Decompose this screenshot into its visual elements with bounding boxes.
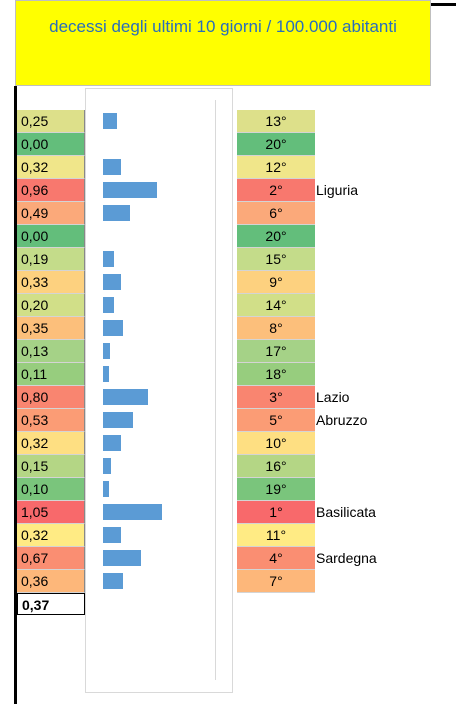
rank-cell: 14° [237, 294, 315, 317]
value-cell: 0,35 [17, 317, 85, 340]
region-label: Basilicata [316, 504, 376, 520]
data-bar [103, 389, 148, 405]
data-bar [103, 550, 141, 566]
rank-cell: 6° [237, 202, 315, 225]
rank-cell: 18° [237, 363, 315, 386]
value-cell: 0,53 [17, 409, 85, 432]
data-bar [103, 458, 112, 474]
data-bar [103, 159, 121, 175]
data-bar [103, 343, 111, 359]
value-cell: 0,49 [17, 202, 85, 225]
region-label: Abruzzo [316, 412, 368, 428]
value-cell: 0,33 [17, 271, 85, 294]
rank-cell: 15° [237, 248, 315, 271]
rank-cell: 20° [237, 133, 315, 156]
data-bar [103, 182, 157, 198]
data-bar [103, 113, 117, 129]
value-cell: 0,10 [17, 478, 85, 501]
data-bar [103, 504, 162, 520]
value-cell: 0,80 [17, 386, 85, 409]
border-line [14, 86, 17, 704]
data-bar [103, 205, 131, 221]
value-cell: 0,25 [17, 110, 85, 133]
data-bar [103, 481, 109, 497]
rank-cell: 20° [237, 225, 315, 248]
data-bar [103, 366, 110, 382]
value-cell: 0,11 [17, 363, 85, 386]
axis-line [215, 100, 216, 680]
value-cell: 0,15 [17, 455, 85, 478]
rank-cell: 2° [237, 179, 315, 202]
rank-cell: 10° [237, 432, 315, 455]
rank-cell: 19° [237, 478, 315, 501]
rank-cell: 13° [237, 110, 315, 133]
value-cell: 0,36 [17, 570, 85, 593]
data-bar [103, 527, 121, 543]
title: decessi degli ultimi 10 giorni / 100.000… [15, 0, 431, 86]
total-cell: 0,37 [17, 593, 85, 615]
rank-cell: 16° [237, 455, 315, 478]
data-bar [103, 435, 121, 451]
value-cell: 0,00 [17, 225, 85, 248]
value-cell: 1,05 [17, 501, 85, 524]
rank-cell: 11° [237, 524, 315, 547]
value-cell: 0,13 [17, 340, 85, 363]
value-cell: 0,96 [17, 179, 85, 202]
rank-cell: 12° [237, 156, 315, 179]
value-cell: 0,32 [17, 432, 85, 455]
rank-cell: 4° [237, 547, 315, 570]
value-cell: 0,67 [17, 547, 85, 570]
region-label: Liguria [316, 182, 359, 198]
data-bar [103, 274, 122, 290]
rank-cell: 5° [237, 409, 315, 432]
border-line [430, 3, 456, 6]
value-cell: 0,00 [17, 133, 85, 156]
region-label: Sardegna [316, 550, 377, 566]
value-cell: 0,20 [17, 294, 85, 317]
data-bar [103, 573, 124, 589]
rank-cell: 8° [237, 317, 315, 340]
value-cell: 0,19 [17, 248, 85, 271]
rank-cell: 9° [237, 271, 315, 294]
value-cell: 0,32 [17, 524, 85, 547]
rank-cell: 17° [237, 340, 315, 363]
data-bar [103, 251, 114, 267]
rank-cell: 3° [237, 386, 315, 409]
rank-cell: 7° [237, 570, 315, 593]
data-bar [103, 412, 133, 428]
data-bar [103, 297, 115, 313]
rank-cell: 1° [237, 501, 315, 524]
data-bar [103, 320, 123, 336]
value-cell: 0,32 [17, 156, 85, 179]
region-label: Lazio [316, 389, 350, 405]
